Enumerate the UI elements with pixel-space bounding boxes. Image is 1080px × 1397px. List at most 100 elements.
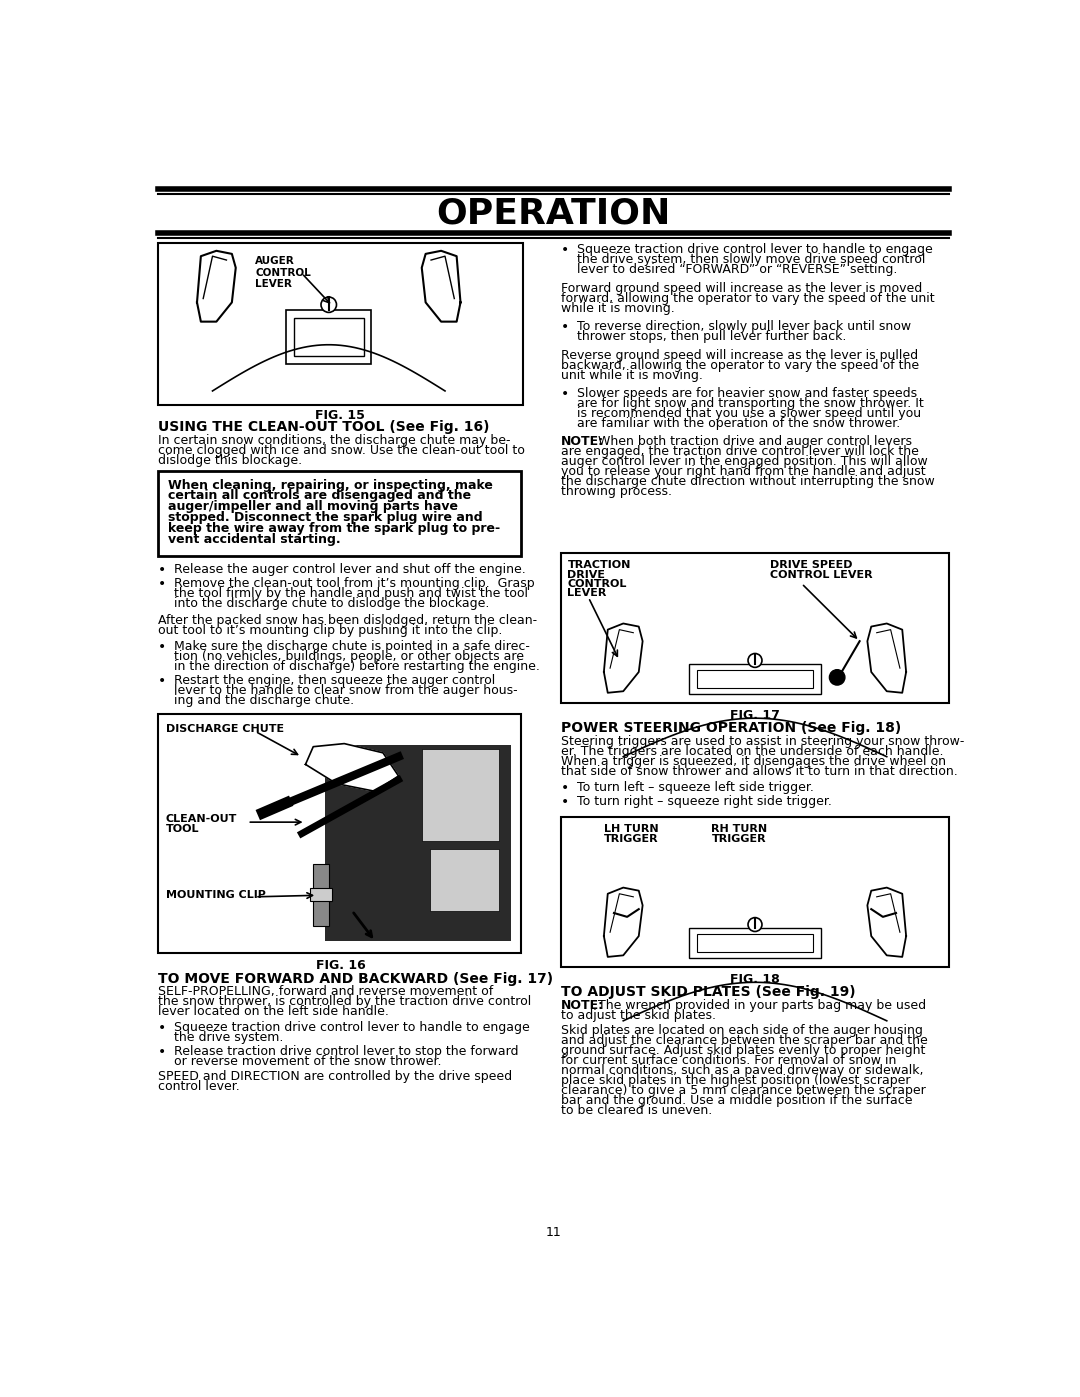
Text: clearance) to give a 5 mm clearance between the scraper: clearance) to give a 5 mm clearance betw… [562, 1084, 926, 1097]
Text: in the direction of discharge) before restarting the engine.: in the direction of discharge) before re… [174, 659, 540, 673]
Text: When a trigger is squeezed, it disengages the drive wheel on: When a trigger is squeezed, it disengage… [562, 756, 946, 768]
Bar [422, 749, 499, 841]
Text: you to release your right hand from the handle and adjust: you to release your right hand from the … [562, 465, 926, 478]
Text: normal conditions, such as a paved driveway or sidewalk,: normal conditions, such as a paved drive… [562, 1065, 923, 1077]
Text: place skid plates in the highest position (lowest scraper: place skid plates in the highest positio… [562, 1074, 910, 1087]
Text: TO MOVE FORWARD AND BACKWARD (See Fig. 17): TO MOVE FORWARD AND BACKWARD (See Fig. 1… [159, 971, 553, 985]
Text: auger control lever in the engaged position. This will allow: auger control lever in the engaged posit… [562, 455, 928, 468]
Text: After the packed snow has been dislodged, return the clean-: After the packed snow has been dislodged… [159, 615, 538, 627]
Text: SPEED and DIRECTION are controlled by the drive speed: SPEED and DIRECTION are controlled by th… [159, 1070, 512, 1083]
Text: lever to desired “FORWARD” or “REVERSE” setting.: lever to desired “FORWARD” or “REVERSE” … [577, 263, 897, 277]
Polygon shape [604, 623, 643, 693]
Text: for current surface conditions. For removal of snow in: for current surface conditions. For remo… [562, 1053, 896, 1067]
Bar [286, 310, 372, 365]
Text: AUGER
CONTROL
LEVER: AUGER CONTROL LEVER [255, 256, 311, 289]
Text: to be cleared is uneven.: to be cleared is uneven. [562, 1104, 713, 1118]
Text: •: • [159, 675, 166, 689]
Text: TRIGGER: TRIGGER [712, 834, 767, 844]
Text: the drive system.: the drive system. [174, 1031, 283, 1044]
Polygon shape [867, 887, 906, 957]
Text: Restart the engine, then squeeze the auger control: Restart the engine, then squeeze the aug… [174, 675, 495, 687]
Text: Skid plates are located on each side of the auger housing: Skid plates are located on each side of … [562, 1024, 923, 1037]
Bar [562, 817, 948, 967]
Text: the drive system, then slowly move drive speed control: the drive system, then slowly move drive… [577, 253, 926, 265]
Text: that side of snow thrower and allows it to turn in that direction.: that side of snow thrower and allows it … [562, 766, 958, 778]
Bar [159, 243, 523, 405]
Text: dislodge this blockage.: dislodge this blockage. [159, 454, 302, 467]
Text: •: • [159, 1045, 166, 1059]
Text: throwing process.: throwing process. [562, 485, 672, 497]
Text: the snow thrower, is controlled by the traction drive control: the snow thrower, is controlled by the t… [159, 996, 531, 1009]
Circle shape [321, 298, 337, 313]
Bar [325, 745, 511, 942]
Text: To turn left – squeeze left side trigger.: To turn left – squeeze left side trigger… [577, 781, 813, 795]
Text: FIG. 16: FIG. 16 [315, 960, 365, 972]
Text: control lever.: control lever. [159, 1080, 240, 1092]
Text: lever to the handle to clear snow from the auger hous-: lever to the handle to clear snow from t… [174, 685, 517, 697]
Text: lever located on the left side handle.: lever located on the left side handle. [159, 1006, 389, 1018]
Text: When both traction drive and auger control levers: When both traction drive and auger contr… [594, 434, 912, 448]
Text: CONTROL: CONTROL [567, 578, 626, 588]
Bar [159, 714, 521, 953]
Text: •: • [562, 387, 569, 401]
Circle shape [829, 669, 845, 685]
Text: SELF-PROPELLING, forward and reverse movement of: SELF-PROPELLING, forward and reverse mov… [159, 985, 494, 999]
Text: while it is moving.: while it is moving. [562, 302, 675, 314]
Text: LH TURN: LH TURN [604, 824, 659, 834]
Bar [159, 471, 521, 556]
Text: POWER STEERING OPERATION (See Fig. 18): POWER STEERING OPERATION (See Fig. 18) [562, 721, 902, 735]
Text: TRACTION: TRACTION [567, 560, 631, 570]
Text: are for light snow and transporting the snow thrower. It: are for light snow and transporting the … [577, 397, 923, 411]
Bar [313, 865, 328, 926]
Text: USING THE CLEAN-OUT TOOL (See Fig. 16): USING THE CLEAN-OUT TOOL (See Fig. 16) [159, 420, 489, 434]
Text: NOTE:: NOTE: [562, 999, 605, 1013]
Text: Remove the clean-out tool from it’s mounting clip.  Grasp: Remove the clean-out tool from it’s moun… [174, 577, 535, 591]
Text: certain all controls are disengaged and the: certain all controls are disengaged and … [167, 489, 471, 503]
Text: To reverse direction, slowly pull lever back until snow: To reverse direction, slowly pull lever … [577, 320, 910, 332]
Bar [294, 317, 364, 356]
Text: are familiar with the operation of the snow thrower.: are familiar with the operation of the s… [577, 418, 900, 430]
Text: and adjust the clearance between the scraper bar and the: and adjust the clearance between the scr… [562, 1034, 928, 1046]
Text: Release the auger control lever and shut off the engine.: Release the auger control lever and shut… [174, 563, 526, 577]
Text: Release traction drive control lever to stop the forward: Release traction drive control lever to … [174, 1045, 518, 1059]
Text: Squeeze traction drive control lever to handle to engage: Squeeze traction drive control lever to … [174, 1021, 529, 1034]
Text: forward, allowing the operator to vary the speed of the unit: forward, allowing the operator to vary t… [562, 292, 935, 305]
Text: FIG. 15: FIG. 15 [315, 409, 365, 422]
Bar [430, 849, 499, 911]
Text: •: • [159, 577, 166, 591]
Text: •: • [159, 563, 166, 577]
Text: •: • [159, 640, 166, 654]
Text: •: • [159, 1021, 166, 1035]
Text: Forward ground speed will increase as the lever is moved: Forward ground speed will increase as th… [562, 282, 922, 295]
Text: TO ADJUST SKID PLATES (See Fig. 19): TO ADJUST SKID PLATES (See Fig. 19) [562, 985, 855, 999]
Text: is recommended that you use a slower speed until you: is recommended that you use a slower spe… [577, 407, 921, 420]
Text: NOTE:: NOTE: [562, 434, 605, 448]
Bar [562, 553, 948, 703]
Text: er. The triggers are located on the underside of each handle.: er. The triggers are located on the unde… [562, 745, 944, 759]
Polygon shape [604, 887, 643, 957]
Text: The wrench provided in your parts bag may be used: The wrench provided in your parts bag ma… [594, 999, 926, 1013]
Text: come clogged with ice and snow. Use the clean-out tool to: come clogged with ice and snow. Use the … [159, 444, 525, 457]
Text: thrower stops, then pull lever further back.: thrower stops, then pull lever further b… [577, 330, 846, 344]
Text: CONTROL LEVER: CONTROL LEVER [770, 570, 873, 580]
Bar [697, 933, 813, 953]
Text: into the discharge chute to dislodge the blockage.: into the discharge chute to dislodge the… [174, 598, 489, 610]
Text: RH TURN: RH TURN [712, 824, 768, 834]
Text: to adjust the skid plates.: to adjust the skid plates. [562, 1009, 716, 1023]
Text: CLEAN-OUT: CLEAN-OUT [166, 814, 238, 824]
Bar [689, 665, 821, 693]
Text: Slower speeds are for heavier snow and faster speeds: Slower speeds are for heavier snow and f… [577, 387, 917, 400]
Text: DRIVE SPEED: DRIVE SPEED [770, 560, 853, 570]
Text: DRIVE: DRIVE [567, 570, 606, 580]
Text: •: • [562, 243, 569, 257]
Text: TOOL: TOOL [166, 824, 200, 834]
Text: the tool firmly by the handle and push and twist the tool: the tool firmly by the handle and push a… [174, 587, 528, 601]
Bar [689, 929, 821, 958]
Text: In certain snow conditions, the discharge chute may be-: In certain snow conditions, the discharg… [159, 434, 511, 447]
Text: backward, allowing the operator to vary the speed of the: backward, allowing the operator to vary … [562, 359, 919, 372]
Bar [310, 887, 332, 901]
Text: Squeeze traction drive control lever to handle to engage: Squeeze traction drive control lever to … [577, 243, 932, 256]
Text: vent accidental starting.: vent accidental starting. [167, 532, 340, 546]
Text: TRIGGER: TRIGGER [604, 834, 659, 844]
Text: are engaged, the traction drive control lever will lock the: are engaged, the traction drive control … [562, 444, 919, 458]
